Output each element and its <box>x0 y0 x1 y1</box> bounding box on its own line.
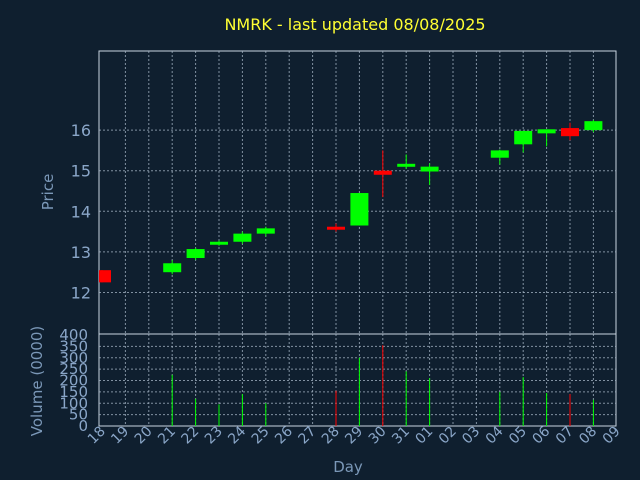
volume-tick-label: 200 <box>59 372 88 390</box>
candle-body <box>163 263 182 273</box>
price-tick-label: 15 <box>71 162 91 181</box>
candle-body <box>350 193 369 226</box>
x-tick-label: 08 <box>576 424 600 448</box>
price-tick-label: 14 <box>71 202 91 221</box>
x-tick-label: 31 <box>389 424 413 448</box>
x-tick-label: 21 <box>155 424 179 448</box>
candle-body <box>373 170 392 175</box>
price-axis-label: Price <box>39 174 57 211</box>
candle-body <box>514 130 533 145</box>
x-tick-label: 03 <box>459 424 483 448</box>
candle-body <box>210 241 228 245</box>
candle-body <box>420 166 439 172</box>
x-tick-label: 26 <box>272 423 296 447</box>
x-tick-label: 06 <box>530 423 554 447</box>
x-axis-label: Day <box>333 458 363 476</box>
x-tick-label: 09 <box>600 424 624 448</box>
x-tick-label: 20 <box>132 424 156 448</box>
x-tick-label: 02 <box>436 424 460 448</box>
candle-body <box>561 128 579 137</box>
candle-body <box>397 163 416 167</box>
candle-body <box>490 150 509 158</box>
candle-body <box>327 226 345 230</box>
volume-tick-label: 150 <box>59 383 88 401</box>
price-panel-frame <box>98 50 617 335</box>
x-tick-label: 01 <box>413 424 437 448</box>
volume-tick-label: 50 <box>69 406 88 424</box>
x-tick-label: 07 <box>553 424 577 448</box>
candle-body <box>233 233 252 242</box>
x-tick-label: 05 <box>506 424 530 448</box>
candle-body <box>186 249 205 258</box>
volume-axis-label: Volume (0000) <box>28 326 46 436</box>
volume-tick-label: 100 <box>59 394 88 412</box>
price-panel: 12 13 14 15 16 <box>71 50 617 335</box>
volume-bars <box>171 345 594 426</box>
price-grid <box>99 51 616 334</box>
candle-body <box>537 129 556 134</box>
volume-tick-label: 300 <box>59 349 88 367</box>
candle-body <box>99 270 111 283</box>
price-tick-label: 16 <box>71 121 91 140</box>
volume-tick-label: 0 <box>78 417 88 435</box>
x-tick-label: 30 <box>366 424 390 448</box>
x-tick-labels: 18 19 20 21 22 23 24 25 26 27 28 29 30 31 01 02 03 04 05 06… <box>85 423 624 447</box>
x-tick-label: 29 <box>342 424 366 448</box>
x-tick-label: 25 <box>249 424 273 448</box>
candles <box>99 119 603 283</box>
price-tick-label: 12 <box>71 284 91 303</box>
x-tick-label: 27 <box>296 424 320 448</box>
x-tick-label: 04 <box>483 423 507 447</box>
chart-title: NMRK - last updated 08/08/2025 <box>224 15 485 34</box>
volume-tick-label: 400 <box>59 326 88 344</box>
x-tick-label: 28 <box>319 424 343 448</box>
price-tick-labels: 12 13 14 15 16 <box>71 121 91 302</box>
candle-body <box>584 121 603 131</box>
x-tick-label: 23 <box>202 424 226 448</box>
x-tick-label: 18 <box>85 424 109 448</box>
x-tick-label: 19 <box>108 424 132 448</box>
x-tick-label: 24 <box>225 423 249 447</box>
volume-grid <box>99 334 616 426</box>
volume-tick-label: 250 <box>59 360 88 378</box>
x-tick-label: 22 <box>179 424 203 448</box>
price-tick-label: 13 <box>71 243 91 262</box>
candle-body <box>256 228 275 234</box>
volume-tick-label: 350 <box>59 337 88 355</box>
